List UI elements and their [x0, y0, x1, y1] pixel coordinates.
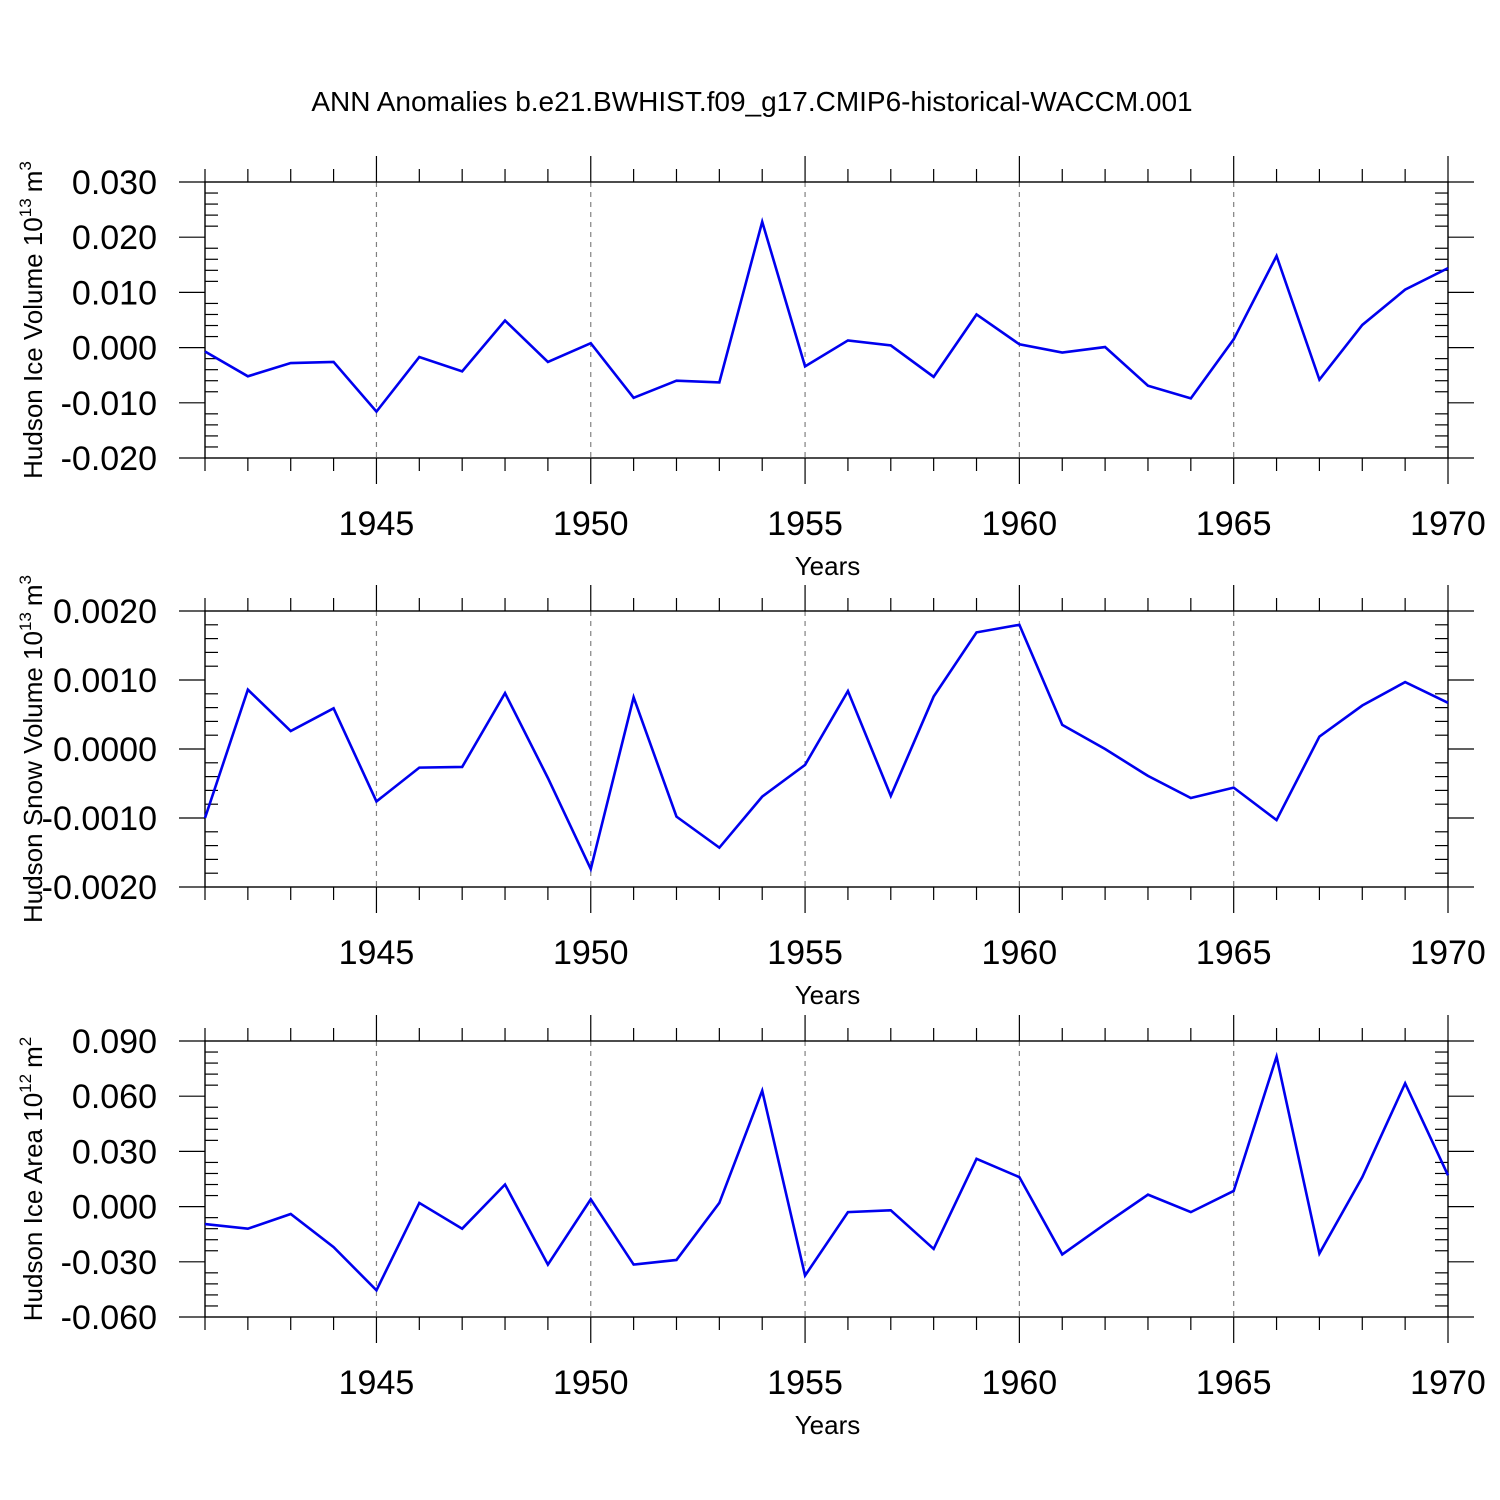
y-tick-label: 0.030	[72, 1133, 157, 1171]
y-axis-label: Hudson Snow Volume 1013 m3	[16, 575, 48, 923]
y-axis-label-text: Hudson Ice Volume 10	[18, 217, 48, 479]
x-tick-label: 1945	[339, 934, 415, 972]
x-axis-label: Years	[795, 1410, 861, 1440]
x-tick-label: 1970	[1410, 1364, 1486, 1402]
y-tick-label: 0.090	[72, 1023, 157, 1061]
x-tick-label: 1965	[1196, 934, 1272, 972]
figure-title: ANN Anomalies b.e21.BWHIST.f09_g17.CMIP6…	[311, 86, 1192, 117]
x-tick-label: 1970	[1410, 934, 1486, 972]
y-axis-label-unit: m	[18, 584, 48, 606]
panel-1: -0.020 -0.010 0.000 0.010 0.020 0.030 1945 1950…	[16, 156, 1486, 581]
y-tick-label: 0.0020	[53, 593, 157, 631]
y-axis-label: Hudson Ice Area 1012 m2	[16, 1037, 48, 1321]
y-tick-label: 0.000	[72, 330, 157, 368]
y-tick-label: 0.0010	[53, 662, 157, 700]
y-axis-label-exponent: 12	[16, 1074, 35, 1093]
x-tick-label: 1965	[1196, 505, 1272, 543]
x-tick-label: 1960	[982, 505, 1058, 543]
x-axis-label: Years	[795, 551, 861, 581]
y-tick-label: 0.000	[72, 1189, 157, 1227]
series-line	[204, 216, 1449, 414]
y-tick-label: 0.010	[72, 274, 157, 312]
y-axis-label-text: Hudson Snow Volume 10	[18, 631, 48, 923]
series-line	[203, 623, 1449, 873]
plot-frame	[204, 1040, 1449, 1318]
y-axis-label-exponent: 13	[16, 612, 35, 631]
x-tick-label: 1950	[553, 1364, 629, 1402]
panel-3: -0.060 -0.030 0.000 0.030 0.060 0.090 1945 1950…	[16, 1015, 1486, 1440]
y-axis-label-exponent: 13	[16, 198, 35, 217]
y-tick-label: 0.020	[72, 219, 157, 257]
y-axis-label-unit-exponent: 3	[16, 161, 35, 170]
series-line	[204, 1051, 1450, 1293]
plot-frame	[204, 610, 1449, 888]
y-tick-label: 0.060	[72, 1078, 157, 1116]
y-axis-label: Hudson Ice Volume 1013 m3	[16, 161, 48, 479]
y-tick-label: -0.0010	[42, 800, 157, 838]
y-tick-label: -0.020	[61, 440, 157, 478]
x-tick-label: 1955	[767, 934, 843, 972]
x-tick-label: 1950	[553, 505, 629, 543]
y-axis-label-unit-exponent: 2	[16, 1037, 35, 1046]
y-axis-label-unit: m	[18, 1046, 48, 1068]
y-axis-label-unit-exponent: 3	[16, 575, 35, 584]
x-tick-label: 1965	[1196, 1364, 1272, 1402]
y-tick-label: 0.0000	[53, 731, 157, 769]
plot-frame	[204, 181, 1449, 459]
y-tick-label: -0.0020	[42, 869, 157, 907]
y-tick-label: 0.030	[72, 164, 157, 202]
x-tick-label: 1960	[982, 1364, 1058, 1402]
y-axis-label-unit: m	[18, 171, 48, 193]
x-tick-label: 1960	[982, 934, 1058, 972]
y-axis-label-text: Hudson Ice Area 10	[18, 1093, 48, 1321]
y-tick-label: -0.030	[61, 1244, 157, 1282]
x-tick-label: 1945	[339, 505, 415, 543]
x-axis-label: Years	[795, 980, 861, 1010]
x-tick-label: 1950	[553, 934, 629, 972]
x-tick-label: 1945	[339, 1364, 415, 1402]
y-tick-label: -0.060	[61, 1299, 157, 1337]
x-tick-label: 1970	[1410, 505, 1486, 543]
panels: -0.020 -0.010 0.000 0.010 0.020 0.030 1945 1950…	[16, 156, 1486, 1440]
y-tick-label: -0.010	[61, 385, 157, 423]
x-tick-label: 1955	[767, 1364, 843, 1402]
x-tick-label: 1955	[767, 505, 843, 543]
panel-2: -0.0020 -0.0010 0.0000 0.0010 0.0020 1945 1950…	[16, 575, 1486, 1010]
